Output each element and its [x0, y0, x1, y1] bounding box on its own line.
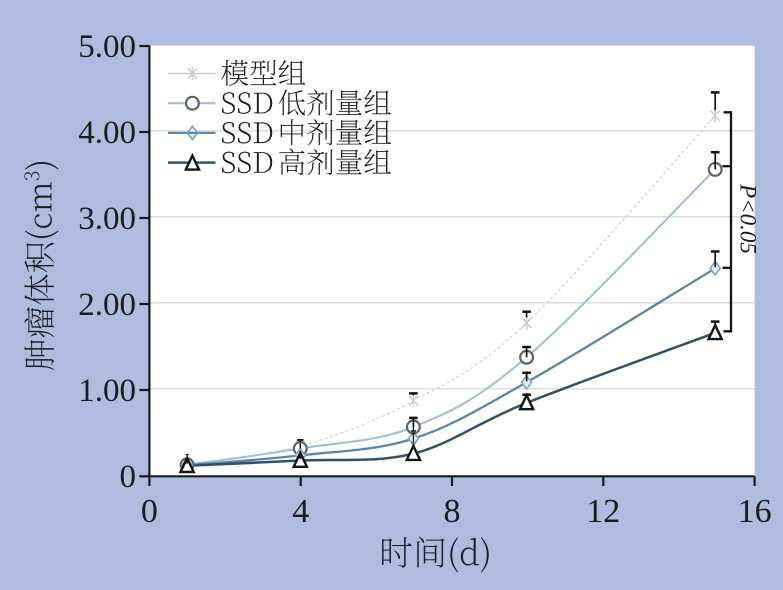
svg-text:12: 12: [586, 493, 620, 530]
svg-text:0: 0: [141, 493, 158, 530]
svg-text:3.00: 3.00: [78, 201, 136, 237]
svg-text:8: 8: [444, 493, 461, 530]
svg-text:1.00: 1.00: [78, 373, 136, 409]
svg-text:4: 4: [292, 493, 309, 530]
svg-text:16: 16: [738, 493, 772, 530]
svg-text:P<0.05: P<0.05: [736, 183, 761, 254]
svg-text:5.00: 5.00: [78, 29, 136, 65]
svg-text:0: 0: [120, 459, 137, 495]
svg-text:2.00: 2.00: [78, 287, 136, 323]
svg-text:4.00: 4.00: [78, 115, 136, 151]
